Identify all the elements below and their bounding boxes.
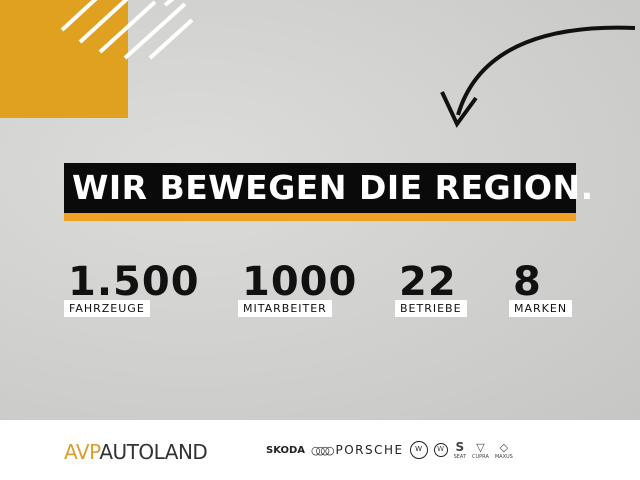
audi-rings-icon: ○○○○ bbox=[311, 443, 335, 457]
stat-vehicles: 1.500 FAHRZEUGE bbox=[64, 259, 200, 317]
diagonal-stripes-decoration bbox=[60, 0, 194, 60]
stat-locations: 22 BETRIEBE bbox=[395, 259, 467, 317]
avp-autoland-logo: AVPAUTOLAND bbox=[64, 440, 208, 464]
stat-brands: 8 MARKEN bbox=[509, 259, 573, 317]
brand-logos: SKODA ○○○○ PORSCHE W W S SEAT ▽ CUPRA ◇ MAX… bbox=[266, 440, 513, 460]
vw-commercial-logo-icon: W bbox=[433, 443, 448, 457]
headline-banner: WIR BEWEGEN DIE REGION. bbox=[64, 163, 593, 221]
stat-label: MITARBEITER bbox=[238, 300, 332, 317]
headline: WIR BEWEGEN DIE REGION. bbox=[72, 168, 594, 207]
stat-label: BETRIEBE bbox=[395, 300, 467, 317]
stat-value: 1.500 bbox=[68, 259, 200, 305]
stat-value: 22 bbox=[399, 259, 457, 305]
curved-arrow-icon bbox=[440, 25, 636, 128]
stat-label: FAHRZEUGE bbox=[64, 300, 150, 317]
stat-employees: 1000 MITARBEITER bbox=[238, 259, 358, 317]
stat-value: 1000 bbox=[242, 259, 358, 305]
stat-value: 8 bbox=[513, 259, 542, 305]
vw-logo-icon: W bbox=[409, 441, 428, 459]
stat-label: MARKEN bbox=[509, 300, 573, 317]
porsche-logo: PORSCHE bbox=[335, 443, 404, 457]
skoda-logo: SKODA bbox=[266, 444, 306, 456]
maxus-logo: ◇ MAXUS bbox=[494, 440, 513, 460]
footer: AVPAUTOLAND SKODA ○○○○ PORSCHE W W S SEAT… bbox=[0, 420, 640, 480]
seat-logo: S SEAT bbox=[453, 440, 466, 460]
cupra-logo: ▽ CUPRA bbox=[472, 440, 489, 460]
